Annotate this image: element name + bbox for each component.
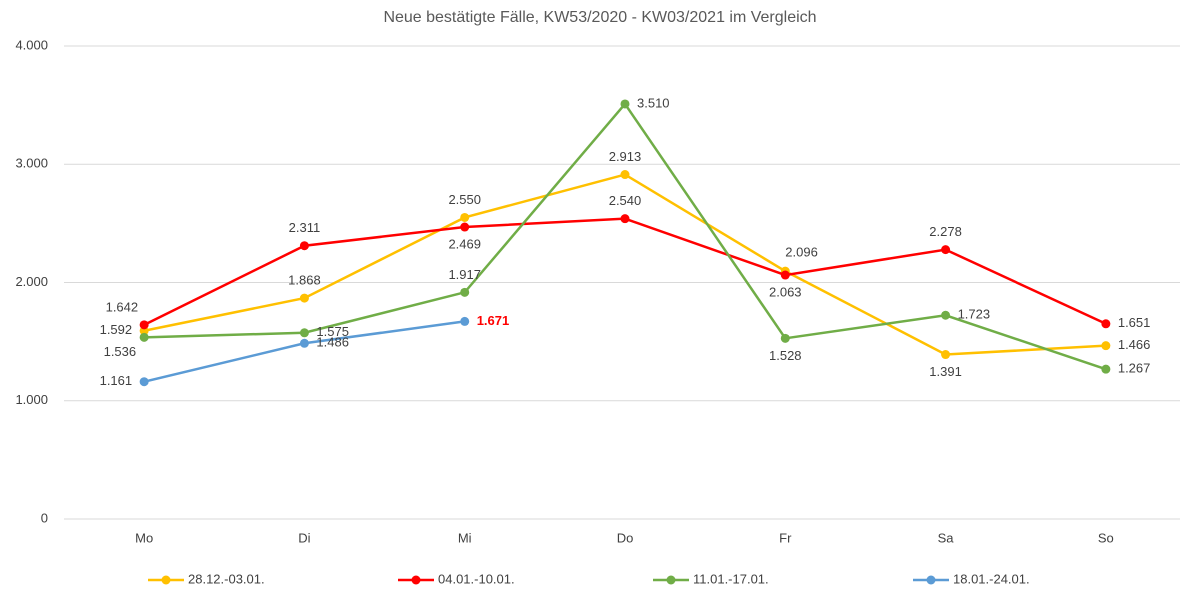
x-tick-label: Mi xyxy=(458,530,472,545)
data-label: 1.528 xyxy=(769,348,802,363)
data-point xyxy=(620,170,630,180)
x-tick-label: Di xyxy=(298,530,310,545)
data-label: 3.510 xyxy=(637,95,670,110)
data-point xyxy=(941,245,951,255)
legend-marker xyxy=(411,575,421,585)
x-tick-label: Sa xyxy=(938,530,955,545)
data-point xyxy=(1101,319,1111,329)
data-point xyxy=(299,338,309,348)
data-label: 2.540 xyxy=(609,193,642,208)
data-label: 1.486 xyxy=(316,335,349,350)
data-label: 1.466 xyxy=(1118,337,1151,352)
x-tick-label: Mo xyxy=(135,530,153,545)
data-point xyxy=(1101,364,1111,374)
data-point xyxy=(460,222,470,232)
legend-label: 04.01.-10.01. xyxy=(438,571,515,586)
legend-marker xyxy=(161,575,171,585)
data-label: 2.311 xyxy=(289,220,321,235)
data-label: 1.671 xyxy=(477,313,510,328)
data-point xyxy=(460,316,470,326)
data-point xyxy=(620,99,630,109)
data-label: 2.096 xyxy=(785,245,818,260)
data-label: 1.536 xyxy=(104,344,137,359)
data-point xyxy=(139,377,149,387)
data-label: 1.651 xyxy=(1118,315,1151,330)
data-label: 1.642 xyxy=(106,299,139,314)
data-point xyxy=(299,328,309,338)
y-tick-label: 0 xyxy=(41,510,48,525)
data-label: 1.267 xyxy=(1118,361,1151,376)
legend-marker xyxy=(666,575,676,585)
legend-marker xyxy=(926,575,936,585)
data-label: 1.391 xyxy=(929,364,962,379)
chart-title: Neue bestätigte Fälle, KW53/2020 - KW03/… xyxy=(383,9,816,26)
data-label: 2.278 xyxy=(929,224,962,239)
legend-label: 11.01.-17.01. xyxy=(693,571,769,586)
data-label: 2.063 xyxy=(769,284,802,299)
data-label: 1.592 xyxy=(100,322,133,337)
data-label: 2.913 xyxy=(609,149,642,164)
legend-label: 28.12.-03.01. xyxy=(188,571,265,586)
data-label: 2.469 xyxy=(448,236,481,251)
y-tick-label: 3.000 xyxy=(15,156,48,171)
data-point xyxy=(620,214,630,224)
data-point xyxy=(460,212,470,222)
data-label: 1.917 xyxy=(448,267,481,282)
data-point xyxy=(299,293,309,303)
x-tick-label: So xyxy=(1098,530,1114,545)
data-label: 2.550 xyxy=(448,192,481,207)
data-label: 1.723 xyxy=(958,307,991,322)
x-tick-label: Do xyxy=(617,530,634,545)
y-tick-label: 2.000 xyxy=(15,274,48,289)
data-label: 1.161 xyxy=(100,373,133,388)
data-label: 1.575 xyxy=(316,324,349,339)
data-point xyxy=(460,287,470,297)
data-point xyxy=(139,320,149,330)
data-label: 1.868 xyxy=(288,273,321,288)
y-tick-label: 1.000 xyxy=(15,392,48,407)
data-point xyxy=(941,310,951,320)
data-point xyxy=(1101,341,1111,351)
data-point xyxy=(780,333,790,343)
data-point xyxy=(139,332,149,342)
y-tick-label: 4.000 xyxy=(15,37,48,52)
data-point xyxy=(780,270,790,280)
data-point xyxy=(299,241,309,251)
x-tick-label: Fr xyxy=(779,530,792,545)
data-point xyxy=(941,350,951,360)
legend-label: 18.01.-24.01. xyxy=(953,571,1030,586)
